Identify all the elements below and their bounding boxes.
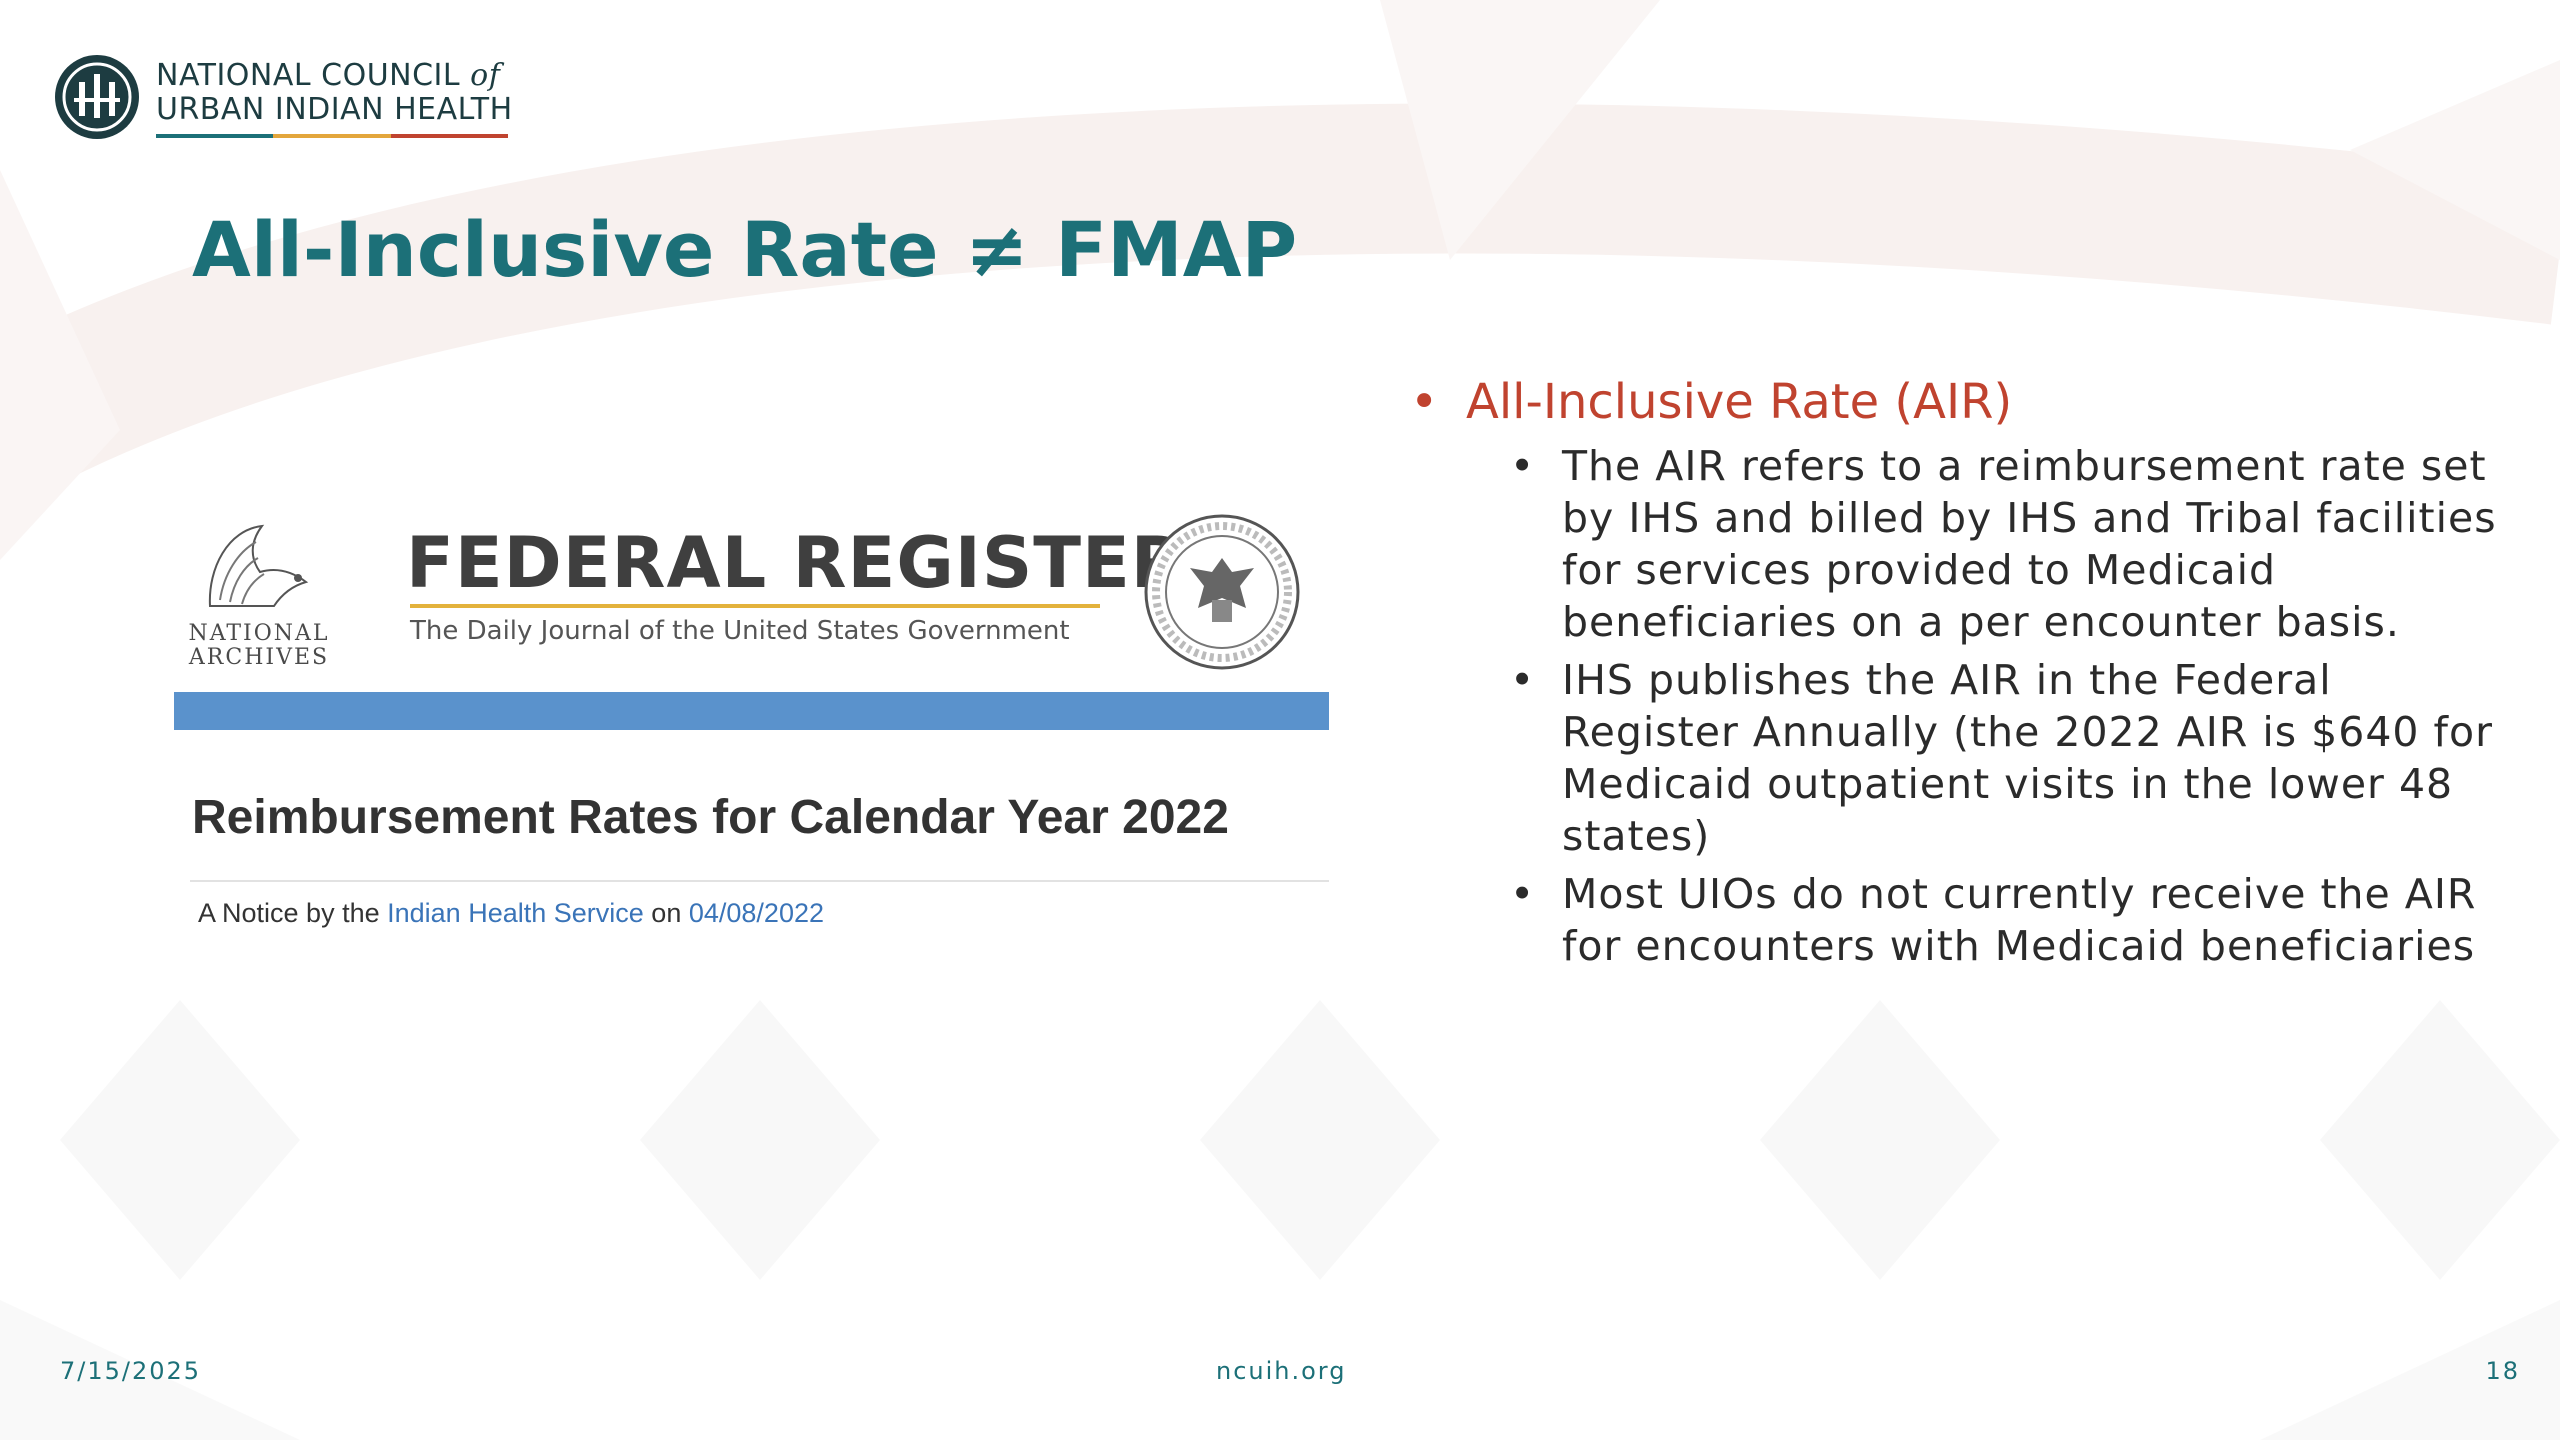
footer-date: 7/15/2025 <box>60 1357 202 1385</box>
bullet-level-1: • All-Inclusive Rate (AIR) <box>1410 370 2520 434</box>
national-archives-label: NATIONAL ARCHIVES <box>188 621 330 670</box>
slide-number: 18 <box>2485 1357 2520 1385</box>
register-blue-bar <box>174 692 1329 730</box>
federal-register-wordmark: FEDERAL REGISTER <box>406 522 1186 604</box>
logo-text-line-1: NATIONAL COUNCIL of <box>156 58 501 93</box>
date-link[interactable]: 04/08/2022 <box>688 898 824 928</box>
national-archives-eagle-icon <box>208 524 309 607</box>
federal-register-tagline: The Daily Journal of the United States G… <box>410 616 1070 646</box>
footer-website: ncuih.org <box>1216 1357 1347 1385</box>
bullet-dot: • <box>1510 870 1536 918</box>
bullet-dot: • <box>1410 374 1439 430</box>
bullet-level-2: • IHS publishes the AIR in the Federal Re… <box>1510 656 2493 860</box>
logo-underline <box>156 134 508 138</box>
federal-register-screenshot: NATIONAL ARCHIVES FEDERAL REGISTER The D… <box>174 500 1329 940</box>
document-divider <box>190 880 1329 882</box>
bullet-list: • All-Inclusive Rate (AIR) • The AIR refer… <box>1410 370 2520 972</box>
bullet-dot: • <box>1510 442 1536 490</box>
logo-text-line-2: URBAN INDIAN HEALTH <box>156 92 513 127</box>
agency-link[interactable]: Indian Health Service <box>387 898 644 928</box>
slide-title: All-Inclusive Rate ≠ FMAP <box>192 205 1298 294</box>
document-title: Reimbursement Rates for Calendar Year 20… <box>192 791 1229 844</box>
archives-seal-icon <box>1144 514 1300 670</box>
bullet-dot: • <box>1510 656 1536 704</box>
organization-logo: NATIONAL COUNCIL of URBAN INDIAN HEALTH <box>52 50 512 146</box>
bullet-level-2: • Most UIOs do not currently receive the … <box>1510 870 2477 970</box>
wordmark-rule <box>410 604 1100 608</box>
council-emblem-icon <box>55 55 139 139</box>
notice-byline: A Notice by the Indian Health Service on… <box>198 898 824 928</box>
bullet-level-2: • The AIR refers to a reimbursement rate … <box>1510 442 2497 646</box>
